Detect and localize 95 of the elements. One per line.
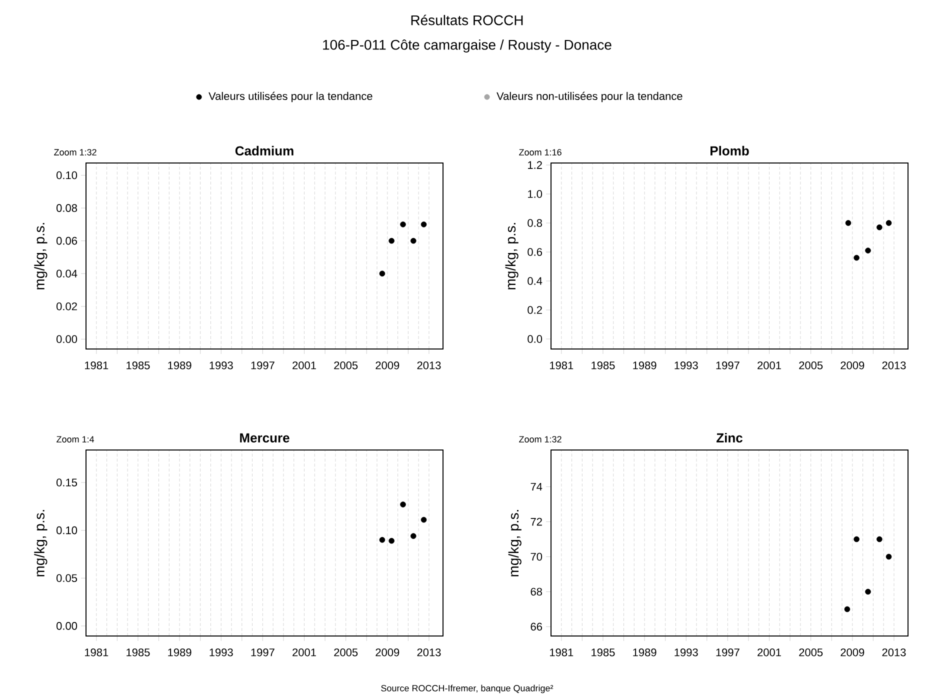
x-tick-label: 1997 xyxy=(716,362,740,370)
point xyxy=(886,220,892,226)
x-tick-label: 1997 xyxy=(251,648,274,656)
x-tick-label: 2005 xyxy=(334,362,358,370)
y-tick-label: 70 xyxy=(530,552,542,561)
x-tick-label: 1989 xyxy=(168,648,192,656)
y-tick-label: 74 xyxy=(530,482,542,491)
x-tick-label: 1981 xyxy=(85,362,108,370)
y-axis-title: mg/kg, p.s. xyxy=(505,223,518,290)
point xyxy=(379,536,386,543)
x-tick-label: 1989 xyxy=(633,648,656,656)
x-tick-label: 2013 xyxy=(417,362,441,370)
x-tick-label: 1985 xyxy=(592,362,615,370)
text: Résultats ROCCH xyxy=(411,14,523,26)
y-tick-label: 66 xyxy=(530,622,542,631)
x-tick-label: 2005 xyxy=(334,648,358,656)
x-tick-label: 1985 xyxy=(126,648,150,656)
x-tick-label: 1985 xyxy=(592,648,615,656)
y-tick-label: 0.10 xyxy=(56,171,78,180)
x-tick-label: 2013 xyxy=(882,362,906,370)
x-tick-label: 1993 xyxy=(674,648,698,656)
x-tick-label: 2009 xyxy=(376,648,400,656)
x-tick-label: 1997 xyxy=(251,362,274,370)
text: 106-P-011 Côte camargaise / Rousty - Donace xyxy=(323,39,612,53)
y-tick-label: 0.00 xyxy=(56,622,78,630)
point xyxy=(865,588,871,595)
point xyxy=(420,516,427,523)
chart-subtitle: Zoom 1:16 xyxy=(519,149,562,156)
x-tick-label: 2009 xyxy=(840,362,864,370)
x-tick-label: 1981 xyxy=(550,362,574,370)
chart-title: Cadmium xyxy=(235,146,294,156)
y-tick-label: 0.0 xyxy=(528,335,542,343)
source-note: Source ROCCH-Ifremer, banque Quadrige² xyxy=(381,684,554,694)
x-tick-label: 2001 xyxy=(292,362,316,370)
x-tick-label: 2001 xyxy=(758,362,781,370)
y-tick-label: 68 xyxy=(530,588,542,596)
point xyxy=(886,554,892,560)
point xyxy=(410,533,416,539)
point xyxy=(844,606,850,612)
x-tick-label: 2009 xyxy=(376,362,400,370)
point xyxy=(400,222,406,228)
point xyxy=(876,536,882,542)
x-tick-label: 1997 xyxy=(716,648,740,656)
point xyxy=(388,538,394,544)
y-tick-label: 0.04 xyxy=(56,270,78,278)
chart-title: Mercure xyxy=(240,433,290,442)
y-tick-label: 0.4 xyxy=(528,277,542,285)
x-tick-label: 1993 xyxy=(210,362,233,370)
x-tick-label: 2005 xyxy=(799,362,823,370)
x-tick-label: 1985 xyxy=(126,362,150,370)
y-tick-label: 1.0 xyxy=(528,190,542,198)
y-tick-label: 72 xyxy=(530,518,542,526)
point xyxy=(845,220,852,226)
point xyxy=(379,270,386,276)
y-axis-title: mg/kg, p.s. xyxy=(34,510,48,576)
x-tick-label: 1981 xyxy=(550,648,574,656)
y-tick-label: 0.06 xyxy=(56,236,78,245)
point xyxy=(388,238,394,244)
x-tick-label: 1989 xyxy=(168,362,192,370)
y-tick-label: 0.15 xyxy=(56,478,78,486)
x-tick-label: 2001 xyxy=(292,648,316,656)
x-tick-label: 1993 xyxy=(210,648,233,656)
x-tick-label: 1989 xyxy=(633,362,656,370)
chart-subtitle: Zoom 1:32 xyxy=(54,149,96,156)
legend-label: Valeurs utilisées pour la tendance xyxy=(208,92,372,102)
chart-title: Zinc xyxy=(716,432,742,442)
x-tick-label: 2005 xyxy=(799,648,823,656)
y-tick-label: 0.8 xyxy=(528,219,542,227)
y-tick-label: 0.05 xyxy=(56,574,78,582)
legend-label: Valeurs non-utilisées pour la tendance xyxy=(496,92,682,102)
point xyxy=(854,536,860,542)
y-axis-title: mg/kg, p.s. xyxy=(34,223,48,290)
y-tick-label: 0.02 xyxy=(56,302,77,310)
point xyxy=(420,222,427,228)
chart-subtitle: Zoom 1:32 xyxy=(519,436,562,442)
x-tick-label: 2001 xyxy=(758,648,781,656)
x-tick-label: 2013 xyxy=(417,648,441,656)
x-tick-label: 2013 xyxy=(882,648,906,656)
y-tick-label: 0.00 xyxy=(56,335,78,344)
chart-title: Plomb xyxy=(710,146,749,156)
point xyxy=(854,254,860,261)
x-tick-label: 2009 xyxy=(840,648,864,656)
point xyxy=(400,502,406,508)
y-axis-title: mg/kg, p.s. xyxy=(508,510,522,576)
y-tick-label: 0.08 xyxy=(56,204,78,212)
point xyxy=(876,224,882,230)
y-tick-label: 0.6 xyxy=(528,248,542,256)
point xyxy=(410,238,416,244)
y-tick-label: 0.10 xyxy=(56,526,78,534)
y-tick-label: 0.2 xyxy=(528,306,542,314)
chart-subtitle: Zoom 1:4 xyxy=(56,436,94,442)
x-tick-label: 1993 xyxy=(674,362,698,370)
y-tick-label: 1.2 xyxy=(528,161,542,169)
point xyxy=(865,248,871,254)
x-tick-label: 1981 xyxy=(85,648,108,656)
